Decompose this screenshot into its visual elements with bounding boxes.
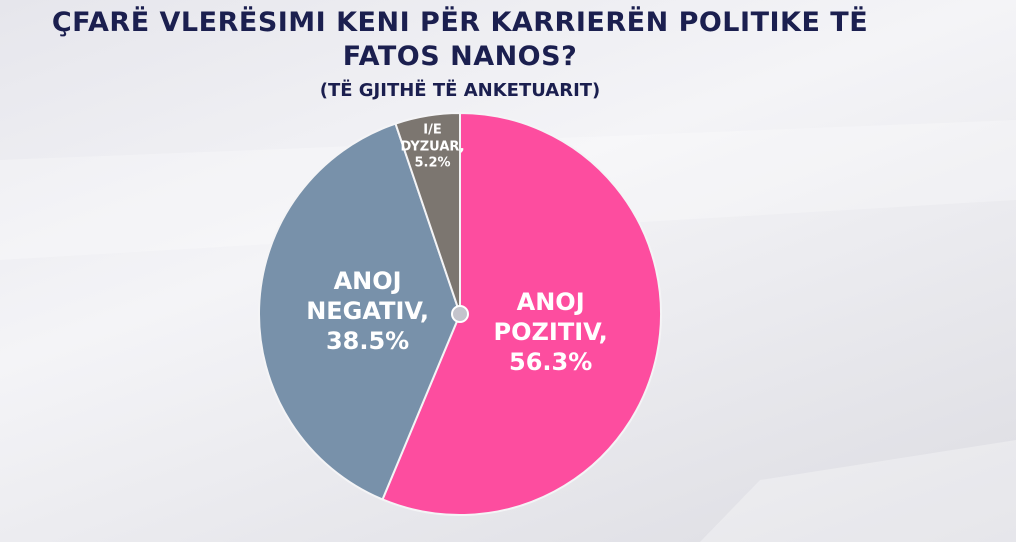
value-label: 38.5% (325, 326, 410, 355)
slice-label: ANOJ NEGATIV, 38.5% (293, 266, 443, 356)
slice-label: I/E DYZUAR, 5.2% (398, 123, 468, 172)
category-label: I/E DYZUAR, (400, 123, 465, 155)
value-label: 56.3% (509, 348, 593, 377)
center-dot (451, 305, 469, 323)
slice-label: ANOJ POZITIV, 56.3% (476, 287, 626, 377)
category-label: ANOJ NEGATIV, (306, 266, 429, 325)
chart-title: ÇFARË VLERËSIMI KENI PËR KARRIERËN POLIT… (51, 7, 869, 72)
pie-slice (394, 111, 461, 315)
chart-subtitle: (TË GJITHË TË ANKETUARIT) (319, 80, 601, 101)
pie-slice (258, 122, 462, 501)
value-label: 5.2% (414, 155, 451, 171)
category-label: ANOJ POZITIV, (493, 288, 608, 347)
pie-slice (381, 111, 662, 516)
